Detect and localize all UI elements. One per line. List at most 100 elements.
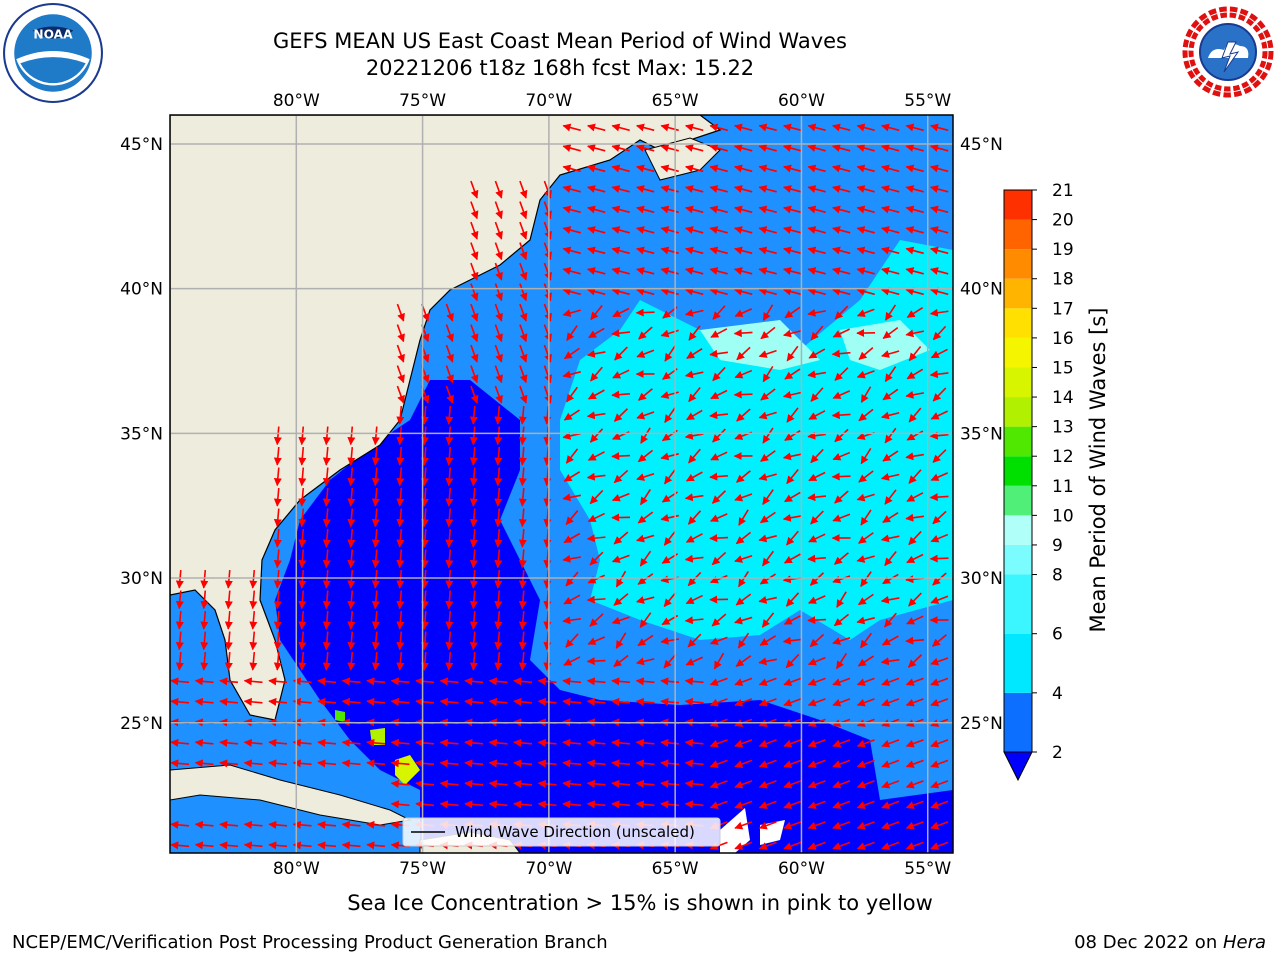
wind-wave-vector [786, 345, 799, 362]
wind-wave-vector [420, 487, 429, 507]
wind-wave-vector [519, 303, 528, 322]
wind-wave-vector [709, 267, 728, 275]
wind-wave-vector [396, 344, 405, 363]
wind-wave-vector [758, 185, 777, 193]
wind-wave-vector [396, 446, 405, 466]
wind-wave-vector [832, 451, 851, 461]
wind-wave-vector [905, 123, 924, 132]
wind-wave-vector [734, 369, 753, 379]
wind-wave-vector [905, 698, 924, 707]
wind-wave-vector [469, 405, 478, 425]
wind-wave-vector [635, 800, 655, 809]
wind-wave-vector [396, 590, 405, 610]
wind-wave-vector [494, 610, 503, 630]
wind-wave-vector [200, 651, 209, 671]
wind-wave-vector [906, 615, 924, 625]
wind-wave-vector [615, 632, 627, 649]
wind-wave-vector [243, 697, 263, 706]
wind-wave-vector [396, 303, 405, 322]
wind-wave-vector [685, 246, 704, 255]
wind-wave-vector [396, 426, 405, 446]
wind-wave-vector [366, 738, 386, 747]
wind-wave-vector [611, 492, 630, 502]
wind-wave-vector [930, 759, 949, 768]
wind-wave-vector [734, 800, 753, 809]
wind-wave-vector [664, 345, 676, 362]
wind-wave-vector [809, 572, 825, 586]
wind-wave-vector [273, 610, 282, 630]
wind-wave-vector [469, 569, 478, 589]
wind-wave-vector [758, 657, 777, 666]
wind-wave-vector [519, 365, 528, 384]
wind-wave-vector [518, 528, 527, 548]
wind-wave-vector [930, 800, 949, 809]
wind-wave-vector [322, 487, 331, 507]
wind-wave-vector [298, 651, 307, 671]
wind-wave-vector [636, 226, 655, 234]
wind-wave-vector [709, 534, 729, 543]
lon-tick-label-bottom: 70°W [525, 859, 572, 879]
wind-wave-vector [735, 593, 752, 606]
wind-wave-vector [881, 164, 900, 173]
colorbar-tick-label: 11 [1052, 477, 1074, 497]
wind-wave-vector [660, 697, 680, 706]
wind-wave-vector [371, 487, 380, 507]
wind-wave-vector [930, 246, 949, 255]
wind-wave-vector [905, 246, 924, 255]
wind-wave-vector [488, 800, 508, 809]
wind-wave-vector [194, 841, 214, 850]
wind-wave-vector [758, 411, 777, 420]
wind-wave-vector [760, 450, 776, 462]
wind-wave-vector [518, 426, 527, 446]
wind-wave-vector [884, 304, 897, 321]
legend-label: Wind Wave Direction (unscaled) [455, 823, 695, 841]
wind-wave-vector [322, 590, 331, 610]
wind-wave-vector [881, 123, 900, 132]
wind-wave-vector [688, 325, 701, 341]
lat-tick-label-right: 40°N [960, 280, 1003, 300]
wind-wave-vector [881, 246, 900, 255]
wind-wave-vector [488, 677, 508, 686]
wind-wave-vector [856, 144, 875, 152]
wind-wave-vector [488, 738, 508, 747]
wind-wave-vector [543, 446, 552, 466]
wind-wave-vector [494, 651, 503, 671]
wind-wave-vector [243, 820, 263, 829]
wind-wave-vector [488, 759, 508, 768]
wind-wave-vector [420, 590, 429, 610]
wind-wave-vector [807, 759, 826, 768]
wind-wave-vector [588, 327, 605, 339]
colorbar-segment [1004, 219, 1032, 250]
wind-wave-vector [537, 677, 557, 686]
lon-tick-label-bottom: 80°W [273, 859, 320, 879]
wind-wave-vector [856, 308, 875, 317]
wind-wave-vector [219, 759, 239, 768]
wind-wave-vector [469, 487, 478, 507]
colorbar-segment [1004, 692, 1032, 752]
wind-wave-vector [786, 530, 799, 546]
wind-wave-vector [832, 390, 851, 399]
wind-wave-vector [832, 246, 851, 255]
colorbar-tick-label: 4 [1052, 684, 1063, 704]
wind-wave-vector [711, 551, 727, 566]
wind-wave-vector [249, 610, 258, 630]
wind-wave-vector [808, 348, 826, 359]
ocean-2-4s-region [275, 380, 953, 853]
wind-wave-vector [737, 570, 750, 588]
wind-wave-vector [738, 509, 749, 526]
wind-wave-vector [317, 759, 337, 768]
wind-wave-vector [347, 651, 356, 671]
wind-wave-vector [832, 164, 851, 173]
wind-wave-vector [519, 201, 528, 220]
colorbar-segment [1004, 485, 1032, 516]
wind-wave-vector [807, 698, 826, 707]
wind-wave-vector [371, 610, 380, 630]
wind-wave-vector [590, 305, 603, 321]
high-period-spot [335, 710, 345, 722]
wind-wave-vector [758, 841, 777, 850]
wind-wave-vector [347, 631, 356, 651]
wind-wave-vector [684, 759, 704, 768]
date-text: 08 Dec 2022 on Hera [1074, 932, 1266, 953]
wind-wave-vector [341, 697, 361, 706]
wind-wave-vector [684, 738, 704, 747]
